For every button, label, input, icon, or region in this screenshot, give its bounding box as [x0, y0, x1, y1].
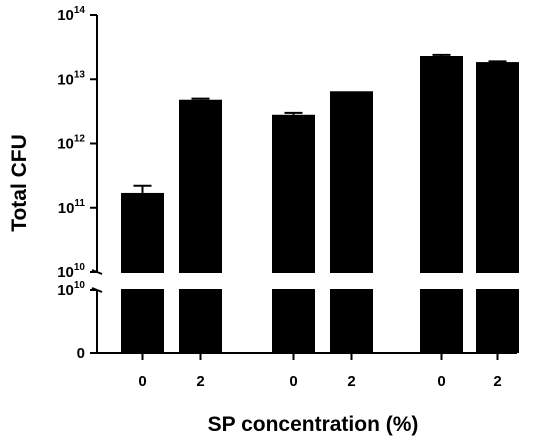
- x-tick-label: 0: [437, 373, 445, 390]
- y-tick-label: 0: [77, 345, 85, 362]
- y-tick-label: 1010: [57, 280, 85, 299]
- bar: [179, 99, 222, 353]
- bar: [272, 114, 315, 353]
- bar: [420, 56, 463, 354]
- bar: [121, 192, 164, 353]
- x-tick-label: 0: [289, 373, 297, 390]
- x-tick-label: 2: [493, 373, 501, 390]
- y-tick-label: 1011: [58, 198, 86, 217]
- x-tick-label: 2: [347, 373, 355, 390]
- x-tick-label: 2: [196, 373, 204, 390]
- bar: [476, 62, 519, 353]
- axis-break-gap: [83, 273, 523, 289]
- x-tick-label: 0: [138, 373, 146, 390]
- y-tick-label: 1013: [57, 69, 85, 88]
- y-axis-title: Total CFU: [8, 134, 31, 232]
- x-axis-title: SP concentration (%): [208, 413, 419, 436]
- y-tick-label: 1010: [57, 262, 85, 281]
- bar: [330, 91, 373, 353]
- y-tick-label: 1014: [57, 5, 85, 24]
- y-tick-label: 1012: [57, 134, 85, 153]
